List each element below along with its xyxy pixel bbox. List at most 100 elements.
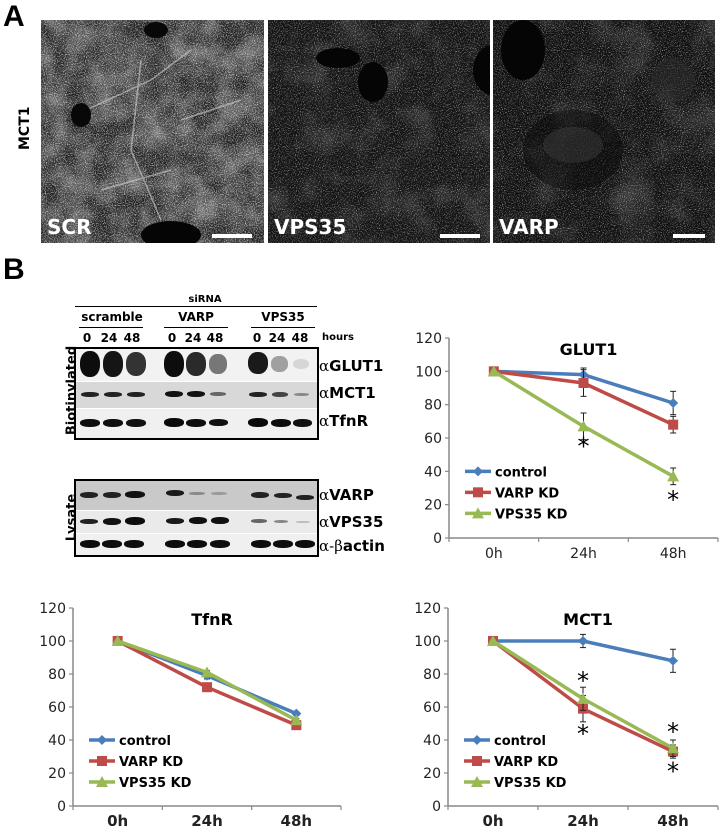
significance-asterisk: *: [667, 718, 679, 746]
blot-strip-actin: [76, 534, 317, 555]
x-tick-label: 24h: [567, 812, 599, 830]
square-marker-icon: [472, 756, 482, 766]
triangle-marker-icon: [487, 635, 499, 646]
y-tick-label: 120: [415, 331, 442, 347]
lane-label: 48: [123, 331, 141, 345]
scale-bar: [440, 234, 480, 238]
legend-label: VPS35 KD: [494, 776, 567, 791]
y-tick-label: 20: [424, 498, 442, 514]
significance-asterisk: *: [667, 758, 679, 786]
lane-label: 48: [291, 331, 309, 345]
group-underline: [164, 327, 228, 328]
x-tick-label: 0h: [485, 546, 503, 562]
triangle-marker-icon: [487, 365, 500, 377]
legend-label: control: [119, 734, 171, 749]
y-tick-label: 60: [423, 700, 441, 716]
micrograph-scr: SCR: [41, 20, 264, 243]
y-tick-label: 120: [414, 601, 441, 617]
alpha-prefix: α: [319, 412, 330, 430]
y-tick-label: 40: [423, 733, 441, 749]
lane-label: 24: [100, 331, 118, 345]
sirna-underline: [75, 306, 317, 307]
lane-label: 24: [184, 331, 202, 345]
blot-biotinylated: [74, 347, 319, 440]
antibody-name: MCT1: [329, 384, 376, 402]
antibody-name: actin: [342, 537, 385, 555]
triangle-marker-icon: [577, 692, 589, 704]
diamond-marker-icon: [472, 735, 482, 745]
chart-title: MCT1: [563, 610, 613, 629]
lane-label: 0: [167, 331, 177, 345]
series-vps35-kd: [487, 365, 680, 486]
legend-label: VARP KD: [494, 755, 558, 770]
triangle-marker-icon: [471, 776, 483, 787]
group-label-scramble: scramble: [81, 310, 143, 324]
series-vps35-kd: [487, 635, 679, 757]
y-tick-label: 100: [414, 634, 441, 650]
x-tick-label: 24h: [570, 546, 597, 562]
diamond-marker-icon: [473, 466, 483, 477]
antibody-label-actin: α-βactin: [319, 537, 385, 555]
y-tick-label: 120: [39, 601, 66, 617]
antibody-label-varp: αVARP: [319, 486, 374, 504]
alpha-prefix: α: [319, 486, 330, 504]
micrograph-varp-label: VARP: [499, 215, 559, 239]
legend-label: VPS35 KD: [119, 776, 192, 791]
group-label-varp: VARP: [178, 310, 214, 324]
x-tick-label: 48h: [281, 812, 313, 830]
square-marker-icon: [668, 419, 679, 430]
diamond-marker-icon: [578, 636, 588, 646]
legend-item: control: [464, 734, 546, 749]
legend-label: control: [495, 465, 547, 480]
y-tick-label: 40: [424, 464, 442, 480]
micrograph-varp: VARP: [493, 20, 715, 243]
group-underline: [79, 327, 143, 328]
y-tick-label: 60: [424, 431, 442, 447]
sirna-label: siRNA: [188, 294, 222, 305]
micrograph-scr-texture: [41, 20, 264, 243]
diamond-marker-icon: [668, 655, 678, 666]
legend-item: VPS35 KD: [464, 776, 567, 791]
square-marker-icon: [202, 682, 212, 693]
panel-b-letter: B: [3, 253, 25, 286]
x-tick-label: 24h: [191, 812, 223, 830]
blot-strip-vps35: [76, 511, 317, 533]
micrograph-varp-texture: [493, 20, 715, 243]
legend-item: VARP KD: [465, 486, 559, 501]
antibody-label-mct1: αMCT1: [319, 384, 376, 402]
alpha-prefix: α-β: [319, 537, 343, 555]
series-vps35-kd: [111, 635, 303, 726]
legend-item: VARP KD: [89, 755, 183, 770]
panel-a-letter: A: [3, 0, 25, 33]
legend-item: VPS35 KD: [465, 507, 568, 522]
significance-asterisk: *: [577, 720, 589, 748]
lane-label: 24: [268, 331, 286, 345]
x-tick-label: 0h: [107, 812, 128, 830]
y-tick-label: 0: [433, 531, 442, 547]
scale-bar: [673, 234, 705, 238]
square-marker-icon: [578, 378, 589, 388]
legend-item: control: [465, 465, 547, 480]
diamond-marker-icon: [668, 398, 679, 408]
blot-strip-mct1: [76, 382, 317, 408]
alpha-prefix: α: [319, 357, 330, 375]
micrograph-vps35-texture: [268, 20, 490, 243]
antibody-name: GLUT1: [329, 357, 384, 375]
chart-title: TfnR: [191, 610, 233, 629]
blot-lysate: [74, 479, 319, 557]
diamond-marker-icon: [97, 735, 107, 745]
y-tick-label: 80: [48, 667, 66, 683]
antibody-label-tfnr: αTfnR: [319, 412, 368, 430]
legend-label: VARP KD: [119, 755, 183, 770]
x-tick-label: 48h: [657, 812, 689, 830]
legend-item: VPS35 KD: [89, 776, 192, 791]
y-tick-label: 80: [423, 667, 441, 683]
y-tick-label: 100: [415, 364, 442, 380]
blot-strip-varp: [76, 481, 317, 510]
legend-item: control: [89, 734, 171, 749]
antibody-label-vps35: αVPS35: [319, 513, 383, 531]
triangle-marker-icon: [96, 776, 108, 787]
hours-label: hours: [322, 332, 354, 343]
legend-label: VPS35 KD: [495, 507, 568, 522]
triangle-marker-icon: [290, 714, 303, 726]
